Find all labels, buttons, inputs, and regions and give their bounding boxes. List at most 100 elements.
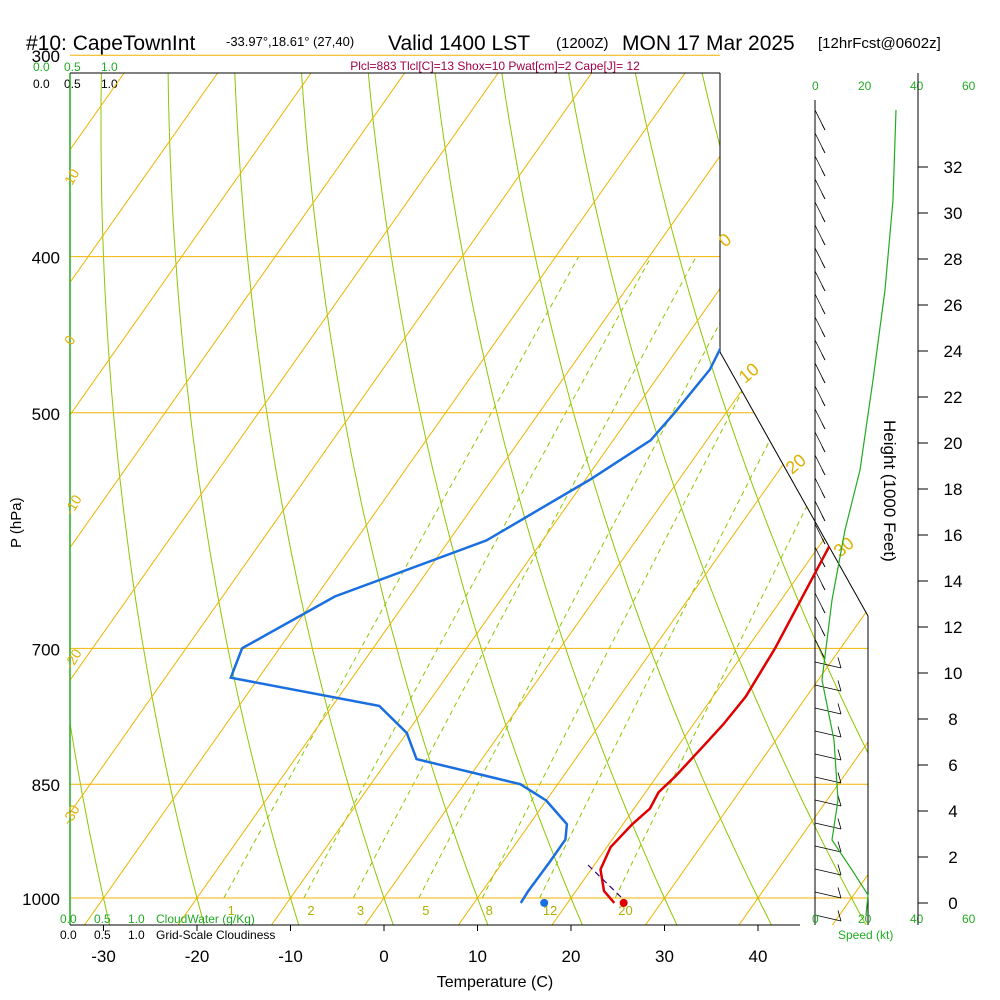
isotherm (546, 73, 868, 925)
x-tick--10: -10 (278, 947, 303, 966)
pressure-tick-1000: 1000 (22, 890, 60, 909)
dry-adiabat (231, 73, 397, 925)
cloudiness-top-1: 0.5 (64, 77, 81, 91)
pressure-ticks: 2503004005007008501000 (22, 47, 60, 909)
wind-barb (814, 684, 842, 692)
height-tick-22: 22 (944, 388, 963, 407)
height-tick-18: 18 (944, 480, 963, 499)
cloudwater-1: 1.0 (128, 912, 145, 926)
height-tick-10: 10 (944, 664, 963, 683)
dry-adiabat (542, 73, 868, 925)
wind-barb-flag (821, 400, 826, 407)
wind-barb-flag (821, 469, 826, 476)
wind-barb-flag (821, 308, 826, 315)
x-tick-30: 30 (655, 947, 674, 966)
dry-adiabat (100, 73, 207, 925)
x-tick--30: -30 (91, 947, 116, 966)
wind-barb-flag (821, 561, 826, 568)
wind-barb-flag (837, 703, 842, 715)
isotherm (79, 73, 809, 925)
valid-zulu: (1200Z) (556, 35, 609, 52)
wind-barb (814, 730, 842, 738)
height-tick-24: 24 (944, 342, 963, 361)
height-tick-32: 32 (944, 158, 963, 177)
cloudiness-1: 1.0 (128, 928, 145, 942)
wind-barb-flag (821, 492, 826, 499)
dry-adiabat (70, 73, 112, 925)
mixing-label-1: 1 (228, 903, 235, 918)
wind-barb-flag (821, 331, 826, 338)
speed-scale-top: 0 20 40 60 (812, 79, 976, 93)
pressure-tick-700: 700 (32, 640, 60, 659)
dry-adiabat (356, 73, 586, 925)
mixing-label-12: 12 (543, 903, 557, 918)
dry-adiabat (667, 73, 868, 925)
wind-barb (814, 914, 842, 922)
wind-barb-flag (821, 515, 826, 522)
height-tick-20: 20 (944, 434, 963, 453)
cloud-top-0: 0.0 (33, 60, 50, 74)
isotherm-label-4: -30 (59, 802, 83, 828)
speed-bottom-60: 60 (962, 912, 976, 926)
height-tick-6: 6 (948, 756, 957, 775)
temperature-axis-label: Temperature (C) (437, 974, 553, 991)
speed-bottom-0: 0 (812, 912, 819, 926)
cloudwater-05: 0.5 (94, 912, 111, 926)
height-tick-14: 14 (944, 572, 963, 591)
wind-barb (814, 891, 842, 899)
isotherm (733, 73, 868, 925)
speed-label: Speed (kt) (838, 928, 893, 942)
wind-barb-flag (821, 538, 826, 545)
dry-adiabat (853, 73, 868, 925)
wind-barb-flag (821, 170, 826, 177)
mixing-label-5: 5 (422, 903, 429, 918)
dry-adiabat (480, 73, 776, 925)
x-tick-10: 10 (468, 947, 487, 966)
speed-top-60: 60 (962, 79, 976, 93)
isotherm (70, 73, 715, 925)
valid-date: MON 17 Mar 2025 (622, 32, 795, 55)
height-axis-label: Height (1000 Feet) (880, 420, 899, 562)
site-coords: -33.97°,18.61° (27,40) (226, 34, 354, 49)
wind-barb-flag (821, 147, 826, 154)
isotherm (266, 73, 868, 925)
pressure-tick-400: 400 (32, 249, 60, 268)
isotherm-label-6: 10 (735, 359, 763, 387)
wind-barb-flag (821, 239, 826, 246)
wind-speed-profile (821, 109, 897, 916)
dry-adiabat (978, 0, 1000, 932)
cloud-scale-top: 0.0 0.5 1.0 0.0 0.5 1.0 (33, 60, 118, 91)
isotherm-label-2: -10 (61, 492, 85, 518)
temperature-ticks: -30 -20 -10 0 10 20 30 40 (91, 925, 767, 966)
sounding-params: Plcl=883 Tlcl[C]=13 Shox=10 Pwat[cm]=2 C… (350, 59, 640, 73)
speed-scale-bottom: 0 20 40 60 Speed (kt) (812, 912, 976, 942)
right-boundary-diagonal (719, 351, 869, 617)
wind-barb (814, 868, 842, 876)
wind-barb-flag (837, 887, 842, 899)
wind-barb-flag (837, 749, 842, 761)
dry-adiabat (167, 73, 302, 925)
wind-barb-flag (821, 607, 826, 614)
x-tick-40: 40 (749, 947, 768, 966)
mixing-label-20: 20 (618, 903, 632, 918)
cloudiness-top-2: 1.0 (101, 77, 118, 91)
cloudiness-0: 0.0 (60, 928, 77, 942)
height-tick-4: 4 (948, 802, 957, 821)
isotherm-label-7: 20 (782, 450, 810, 478)
wind-barb-flag (837, 680, 842, 692)
wind-barb (814, 822, 842, 830)
isotherm (70, 73, 528, 925)
wind-barb-flag (837, 910, 842, 922)
speed-top-0: 0 (812, 79, 819, 93)
height-tick-30: 30 (944, 204, 963, 223)
cloudiness-05: 0.5 (94, 928, 111, 942)
wind-barb (814, 845, 842, 853)
pressure-tick-850: 850 (32, 776, 60, 795)
isotherm (70, 73, 622, 925)
cloud-top-2: 1.0 (101, 60, 118, 74)
dry-adiabat (604, 73, 868, 925)
wind-barb (814, 661, 842, 669)
